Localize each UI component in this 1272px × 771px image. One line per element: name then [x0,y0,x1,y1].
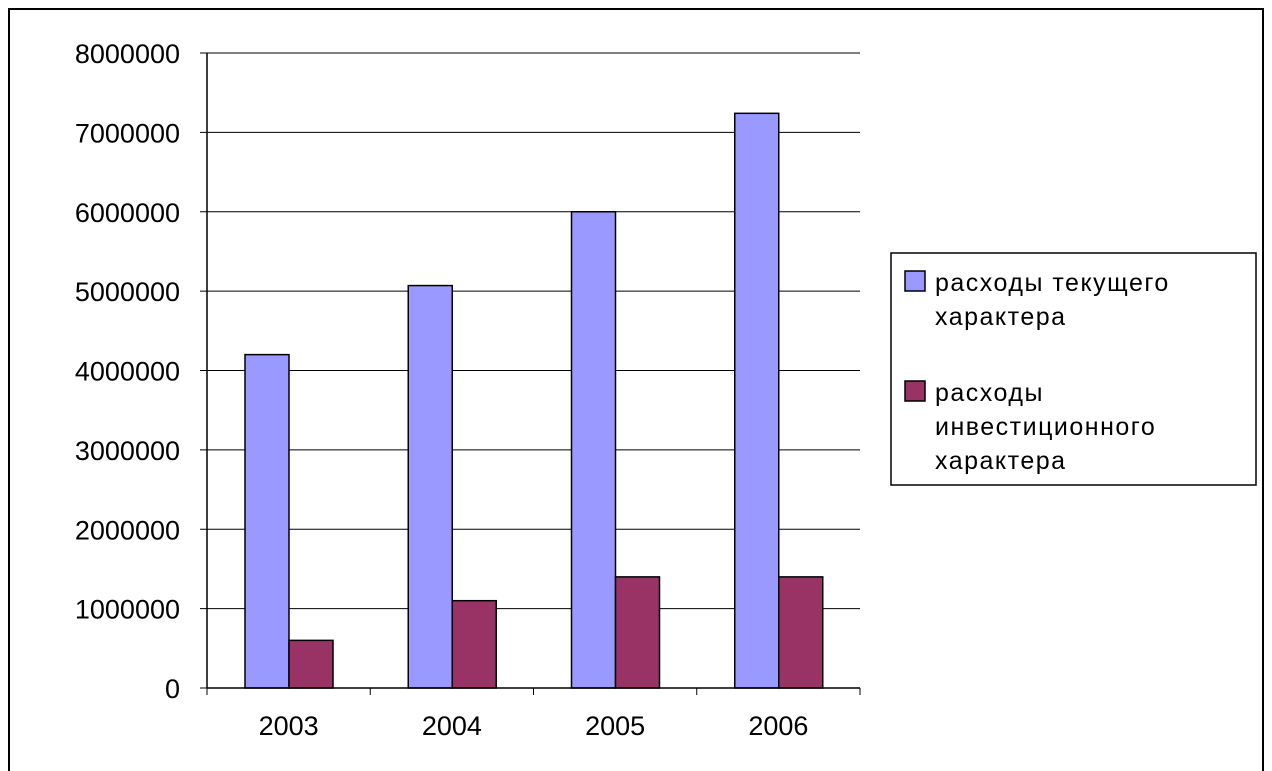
y-tick-label: 5000000 [75,277,180,307]
bar-2005-series-2 [614,576,661,689]
y-tick-label: 8000000 [75,39,180,69]
legend-label-series-1: расходы текущего [935,269,1170,297]
x-tick-label: 2003 [259,711,319,741]
bar-2003-series-2 [288,639,334,689]
legend: расходы текущего характера расходы инвестиц… [890,252,1257,486]
y-tick-label: 1000000 [75,595,180,625]
bar-2005-series-1 [570,211,617,689]
y-tick-label: 3000000 [75,436,180,466]
y-tick-label: 2000000 [75,515,180,545]
legend-label-series-2: характера [935,447,1067,475]
bar-2003-series-1 [244,353,290,689]
bar-2006-series-2 [778,576,824,689]
legend-swatch-series-2 [904,380,926,402]
legend-swatch-series-1 [904,270,926,292]
legend-label-series-1: характера [935,303,1067,331]
legend-label-series-2: расходы [935,379,1044,407]
y-tick-label: 7000000 [75,118,180,148]
bar-2004-series-1 [407,284,453,689]
bar-2006-series-1 [734,112,780,689]
legend-label-series-2: инвестиционного [935,413,1156,441]
x-tick-label: 2005 [585,711,645,741]
axes: 0 1000000 2000000 3000000 4000000 5000000 6000… [75,39,861,741]
legend-box [890,252,1257,486]
y-tick-label: 6000000 [75,198,180,228]
x-tick-label: 2004 [422,711,482,741]
y-tick-label: 0 [165,674,180,704]
x-tick-label: 2006 [748,711,808,741]
bars [244,112,824,689]
bar-2004-series-2 [451,599,497,689]
y-tick-label: 4000000 [75,357,180,387]
